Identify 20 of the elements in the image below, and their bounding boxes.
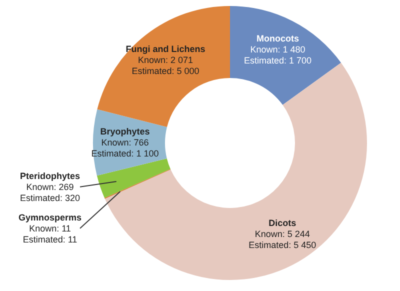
data-label: Known: 2 071	[138, 55, 194, 66]
donut-slice	[96, 158, 170, 198]
text: Estimated: 1 700	[244, 56, 312, 66]
data-label: Known: 1 480	[250, 44, 306, 55]
data-label: Known: 766	[101, 138, 149, 148]
donut-slice	[104, 169, 171, 199]
text: Estimated: 320	[20, 192, 80, 203]
data-label: Known: 269	[26, 182, 74, 192]
data-label: Known: 5 244	[254, 228, 310, 239]
slice-label: Monocots	[256, 34, 300, 44]
text: Estimated: 5 000	[132, 66, 200, 76]
text: Estimated: 11	[22, 234, 78, 244]
slice-label: Bryophytes	[100, 126, 150, 137]
text: Estimated: 5 450	[248, 240, 316, 250]
slice-label: Dicots	[268, 218, 296, 228]
slice-label: Gymnosperms	[18, 212, 82, 222]
slice-label: Pteridophytes	[20, 170, 80, 181]
donut-slice	[97, 6, 230, 128]
donut-slice	[230, 6, 342, 105]
data-label: Known: 11	[29, 223, 71, 234]
